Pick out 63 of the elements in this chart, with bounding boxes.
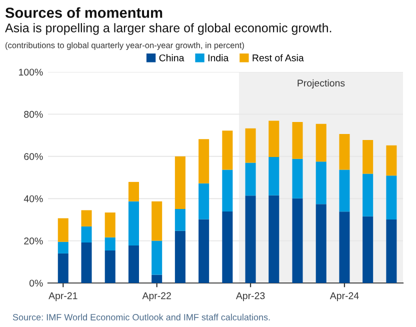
bar bbox=[268, 157, 280, 196]
bar bbox=[292, 158, 303, 198]
bar bbox=[339, 134, 350, 170]
legend-label: India bbox=[208, 54, 229, 62]
legend-label: Rest of Asia bbox=[252, 54, 304, 62]
bar bbox=[268, 120, 280, 158]
chart-subtitle: Asia is propelling a larger share of global economic growth. bbox=[5, 23, 332, 35]
source-note: Source: IMF World Economic Outlook and IMF staff calculations. bbox=[12, 314, 270, 320]
bar bbox=[362, 140, 374, 174]
bar bbox=[316, 204, 326, 283]
bar bbox=[245, 128, 256, 163]
bar bbox=[58, 253, 68, 283]
y-tick-label: 40% bbox=[24, 195, 43, 202]
bar bbox=[386, 145, 397, 176]
bar bbox=[386, 219, 397, 283]
bar bbox=[245, 196, 256, 283]
bar bbox=[245, 162, 256, 196]
y-tick-label: 80% bbox=[24, 110, 43, 118]
bar bbox=[339, 170, 350, 212]
bar bbox=[362, 174, 374, 216]
x-tick-label: Apr-24 bbox=[330, 292, 359, 302]
band-label: Projections bbox=[298, 79, 345, 88]
bar bbox=[174, 230, 186, 283]
bar bbox=[58, 218, 68, 242]
bar bbox=[174, 208, 186, 231]
bar bbox=[81, 210, 92, 226]
bar bbox=[152, 240, 162, 275]
bar bbox=[339, 212, 350, 283]
bar bbox=[58, 242, 68, 254]
bar bbox=[362, 216, 374, 283]
bar bbox=[386, 176, 397, 220]
bar bbox=[222, 170, 233, 212]
bar bbox=[198, 219, 210, 283]
bar bbox=[198, 183, 210, 220]
bar bbox=[128, 201, 139, 246]
bar bbox=[222, 211, 233, 283]
x-tick-label: Apr-21 bbox=[48, 292, 78, 302]
bar bbox=[222, 130, 233, 170]
bar bbox=[81, 242, 92, 283]
bar bbox=[292, 122, 303, 159]
chart-title: Sources of momentum bbox=[5, 7, 162, 18]
legend-label: China bbox=[159, 54, 184, 62]
bar bbox=[128, 182, 139, 202]
bar bbox=[292, 198, 303, 283]
bar bbox=[316, 124, 326, 162]
y-tick-label: 20% bbox=[24, 238, 43, 244]
y-tick-label: 0% bbox=[29, 280, 43, 287]
bar bbox=[81, 226, 92, 242]
y-tick-label: 60% bbox=[24, 153, 43, 160]
bar bbox=[104, 237, 116, 251]
bar bbox=[316, 162, 326, 204]
bar bbox=[104, 250, 116, 283]
bar bbox=[174, 156, 186, 209]
bar bbox=[104, 212, 116, 238]
bar bbox=[198, 139, 210, 184]
bar bbox=[152, 274, 162, 283]
x-tick-label: Apr-23 bbox=[236, 292, 265, 302]
y-tick-label: 100% bbox=[19, 68, 43, 76]
bar bbox=[128, 245, 139, 283]
text: (contributions to global quarterly year-on-year growth, in percent) bbox=[6, 42, 244, 50]
bar bbox=[268, 195, 280, 283]
bar bbox=[152, 201, 162, 241]
x-tick-label: Apr-22 bbox=[142, 292, 171, 302]
